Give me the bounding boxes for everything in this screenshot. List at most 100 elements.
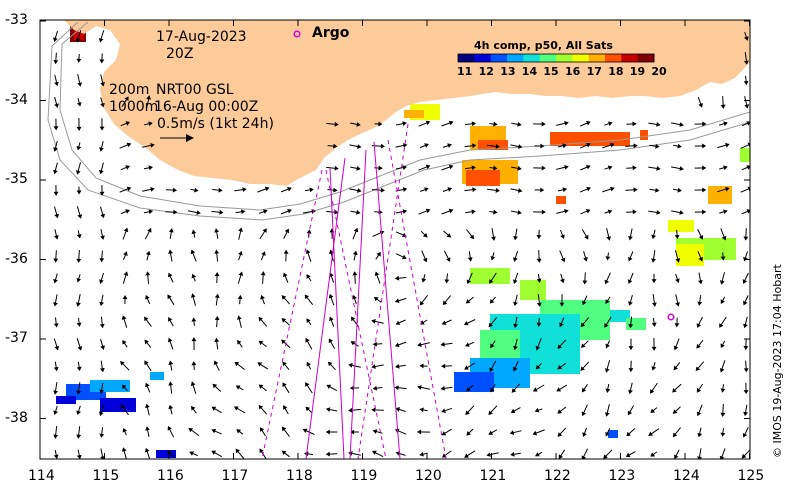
current-arrow-head xyxy=(702,187,707,193)
current-arrow-head xyxy=(350,316,356,322)
current-arrow-head xyxy=(214,337,220,343)
current-arrow-head xyxy=(212,383,218,389)
plot-frame xyxy=(39,19,751,460)
current-arrow-head xyxy=(513,323,519,329)
current-arrow-head xyxy=(625,452,631,458)
current-arrow-head xyxy=(541,165,546,171)
current-arrow-head xyxy=(465,342,470,347)
lon-tick-label: 124 xyxy=(673,468,700,484)
current-arrow-head xyxy=(441,408,446,413)
current-arrow-head xyxy=(172,187,178,193)
current-arrow-head xyxy=(675,278,680,284)
lat-tick-label: -37 xyxy=(5,330,28,346)
date-label: 17-Aug-2023 xyxy=(156,29,247,45)
current-arrow-head xyxy=(677,143,682,149)
lon-tick-label: 117 xyxy=(221,468,249,484)
current-arrow-head xyxy=(287,186,292,192)
current-arrow-head xyxy=(262,228,267,233)
current-arrow-head xyxy=(99,147,104,152)
current-arrow-head xyxy=(305,337,310,343)
current-arrow-head xyxy=(233,406,239,411)
current-arrow-head xyxy=(511,388,517,393)
current-arrow-head xyxy=(235,385,241,390)
depth-200-label: 200m xyxy=(109,82,150,98)
current-arrow-head xyxy=(333,143,338,149)
colorbar-swatch xyxy=(490,54,508,62)
current-arrow-head xyxy=(490,387,495,393)
satellite-track xyxy=(373,141,401,459)
current-arrow-head xyxy=(425,120,431,126)
current-arrow-head xyxy=(697,432,703,438)
argo-float-marker xyxy=(293,30,301,38)
current-arrow-head xyxy=(144,447,150,453)
colorbar-tick-label: 17 xyxy=(586,65,602,78)
current-arrow-head xyxy=(305,406,311,412)
current-arrow-head xyxy=(395,407,401,412)
colorbar-swatch xyxy=(474,54,492,62)
current-arrow-head xyxy=(98,37,104,43)
sst-patch xyxy=(90,380,130,392)
current-arrow-head xyxy=(628,256,633,262)
current-arrow-head xyxy=(283,249,289,254)
lon-tick-label: 116 xyxy=(157,468,184,484)
current-arrow-head xyxy=(395,363,400,369)
current-arrow-head xyxy=(328,338,334,344)
current-arrow-head xyxy=(258,384,264,389)
satellite-track xyxy=(357,123,409,459)
current-arrow-head xyxy=(536,278,542,283)
current-arrow-head xyxy=(517,188,523,193)
current-arrow-head xyxy=(440,385,445,391)
current-arrow-head xyxy=(679,122,684,127)
current-arrow-head xyxy=(564,208,569,214)
current-arrow-head xyxy=(329,249,334,255)
satellite-track xyxy=(261,169,323,459)
current-arrow-head xyxy=(495,187,500,193)
scale-arrow-head xyxy=(186,134,194,142)
current-arrow-head xyxy=(720,388,726,393)
current-arrow-head xyxy=(463,320,469,326)
sst-patch xyxy=(156,450,176,458)
current-arrow-head xyxy=(145,426,150,431)
current-arrow-head xyxy=(517,165,522,171)
current-arrow-head xyxy=(586,120,591,126)
current-arrow-head xyxy=(54,345,60,351)
current-arrow-head xyxy=(76,258,82,263)
current-arrow-head xyxy=(721,235,727,241)
current-arrow-head xyxy=(440,341,445,347)
current-arrow-head xyxy=(560,257,566,263)
current-arrow-head xyxy=(419,363,424,369)
current-arrow-head xyxy=(191,273,197,279)
current-arrow-head xyxy=(281,450,287,455)
current-arrow-head xyxy=(325,429,330,435)
lat-tick-label: -33 xyxy=(5,12,28,28)
colorbar-swatch xyxy=(572,54,590,62)
current-arrow-head xyxy=(306,318,311,324)
current-arrow-head xyxy=(120,360,125,366)
current-arrow-head xyxy=(743,390,749,395)
current-arrow-head xyxy=(54,81,59,87)
lat-tick-label: -35 xyxy=(5,171,28,187)
current-arrow-head xyxy=(260,427,265,432)
current-arrow-head xyxy=(237,294,243,300)
current-arrow-head xyxy=(98,169,104,175)
current-arrow-head xyxy=(518,144,523,149)
current-arrow-head xyxy=(586,186,591,192)
current-arrow-head xyxy=(401,254,407,260)
current-arrow-head xyxy=(532,387,538,392)
current-arrow-head xyxy=(211,428,217,434)
current-arrow-head xyxy=(352,271,358,276)
current-arrow-head xyxy=(651,279,657,284)
current-arrow-head xyxy=(334,165,339,171)
current-arrow-head xyxy=(557,432,563,437)
current-arrow-head xyxy=(488,430,494,435)
current-arrow-head xyxy=(125,121,131,126)
current-arrow-head xyxy=(559,302,565,307)
current-arrow-head xyxy=(378,121,383,127)
sst-patch xyxy=(740,148,750,162)
current-arrow-head xyxy=(650,408,656,414)
current-arrow-head xyxy=(126,142,132,148)
current-arrow-head xyxy=(580,322,586,328)
current-arrow-head xyxy=(656,166,661,171)
current-arrow-head xyxy=(348,362,353,368)
current-arrow-head xyxy=(125,165,131,170)
